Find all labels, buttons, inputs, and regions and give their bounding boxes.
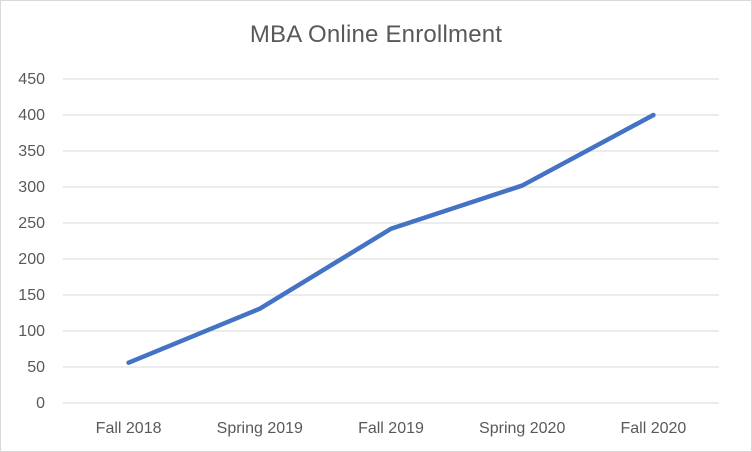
x-tick-label: Fall 2020	[620, 420, 686, 437]
data-point	[520, 183, 525, 188]
data-point	[257, 306, 262, 311]
x-axis-labels: Fall 2018 Spring 2019 Fall 2019 Spring 2020…	[96, 420, 687, 437]
chart-title: MBA Online Enrollment	[249, 21, 503, 48]
x-tick-label: Fall 2019	[358, 420, 424, 437]
y-tick-label: 0	[36, 395, 45, 412]
x-tick-label: Spring 2020	[479, 420, 565, 437]
y-tick-label: 200	[18, 251, 45, 268]
series-group	[126, 112, 656, 365]
y-tick-label: 100	[18, 323, 45, 340]
data-point	[126, 360, 131, 365]
y-tick-label: 350	[18, 143, 45, 160]
y-tick-label: 150	[18, 287, 45, 304]
y-tick-label: 450	[18, 71, 45, 88]
x-tick-label: Fall 2018	[96, 420, 162, 437]
data-point	[651, 113, 656, 117]
x-tick-label: Spring 2019	[217, 420, 303, 437]
y-tick-label: 50	[27, 359, 45, 376]
y-tick-label: 250	[18, 215, 45, 232]
y-tick-label: 400	[18, 107, 45, 124]
data-point	[389, 226, 393, 231]
series-line-0	[126, 112, 656, 365]
y-tick-label: 300	[18, 179, 45, 196]
y-axis-labels: 0 50 100 150 200 250 300 350 400 450	[18, 71, 45, 412]
gridlines	[63, 78, 719, 404]
